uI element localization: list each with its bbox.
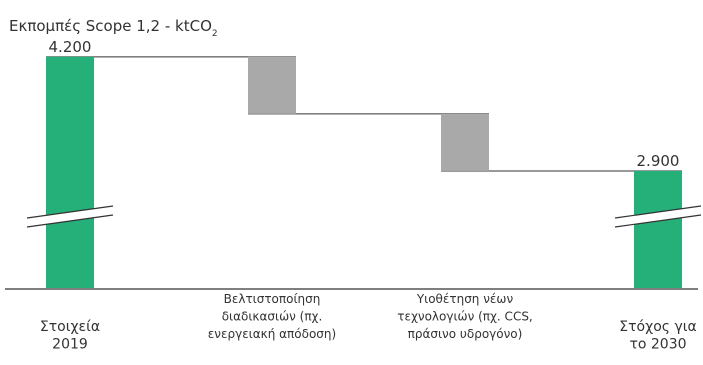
total-bar-1 [46, 56, 94, 289]
connector-lines [46, 56, 682, 172]
axis-break-group [26, 205, 702, 228]
axis-break-line-lower [614, 214, 702, 228]
category-label-line: το 2030 [629, 337, 686, 353]
category-label-line: Υιοθέτηση νέων [416, 292, 514, 306]
axis-break-4 [614, 205, 702, 228]
category-label-line: Στοιχεία [40, 319, 100, 335]
axis-break-gap [615, 206, 701, 227]
axis-break-1 [26, 205, 114, 228]
category-label-line: ενεργειακή απόδοση) [208, 327, 336, 341]
category-label-3: Υιοθέτηση νέων τεχνολογιών (πχ. CCS, πράσι… [397, 292, 533, 341]
category-label-line: Στόχος για [619, 319, 696, 335]
axis-break-line-lower [26, 214, 114, 228]
category-label-1: Στοιχεία 2019 [40, 319, 100, 353]
value-labels-group: 4.200 2.900 [49, 38, 680, 170]
category-label-line: 2019 [52, 337, 88, 353]
category-label-line: τεχνολογιών (πχ. CCS, [397, 310, 533, 324]
bars-group [46, 56, 682, 289]
chart-title-text: Εκπομπές Scope 1,2 - ktCO [9, 17, 212, 35]
value-label-1: 4.200 [49, 38, 92, 56]
axis-break-line-upper [614, 205, 702, 219]
axis-break-gap [27, 206, 113, 227]
total-bar-4 [634, 170, 682, 288]
category-labels-group: Στοιχεία 2019 Βελτιστοποίηση διαδικασιών (π… [40, 292, 697, 353]
chart-title: Εκπομπές Scope 1,2 - ktCO2 [9, 17, 218, 39]
value-label-4: 2.900 [637, 152, 680, 170]
chart-title-subscript: 2 [212, 29, 218, 39]
category-label-line: διαδικασιών (πχ. [222, 310, 323, 324]
decrease-bar-3 [441, 113, 489, 171]
category-label-line: Βελτιστοποίηση [224, 292, 321, 306]
category-label-2: Βελτιστοποίηση διαδικασιών (πχ. ενεργειακή… [208, 292, 336, 341]
decrease-bar-2 [248, 56, 296, 114]
category-label-line: πράσινο υδρογόνο) [408, 327, 523, 341]
category-label-4: Στόχος για το 2030 [619, 319, 696, 353]
axis-break-line-upper [26, 205, 114, 219]
